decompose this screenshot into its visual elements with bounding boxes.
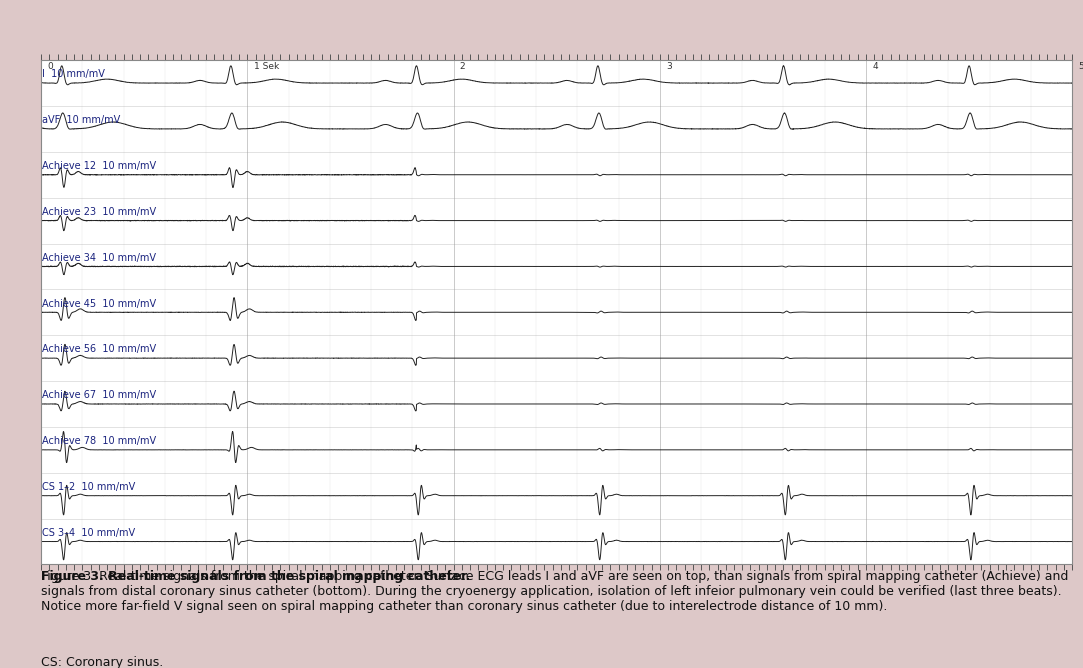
Text: Figure 3. Real-time signals from the spiral mapping catheter. Surface ECG leads : Figure 3. Real-time signals from the spi… [41, 570, 1069, 613]
Text: 0: 0 [48, 62, 53, 71]
Text: Achieve 67  10 mm/mV: Achieve 67 10 mm/mV [42, 390, 156, 400]
Text: 1 Sek: 1 Sek [253, 62, 278, 71]
Text: CS: Coronary sinus.: CS: Coronary sinus. [41, 656, 164, 668]
Text: aVF  10 mm/mV: aVF 10 mm/mV [42, 115, 120, 125]
Text: Figure 3. Real-time signals from the spiral mapping catheter.: Figure 3. Real-time signals from the spi… [41, 570, 470, 582]
Text: 3: 3 [666, 62, 671, 71]
Text: Achieve 12  10 mm/mV: Achieve 12 10 mm/mV [42, 161, 156, 171]
Text: 5: 5 [1079, 62, 1083, 71]
Text: 2: 2 [460, 62, 466, 71]
Text: Achieve 23  10 mm/mV: Achieve 23 10 mm/mV [42, 207, 156, 217]
Text: CS 3–4  10 mm/mV: CS 3–4 10 mm/mV [42, 528, 135, 538]
Text: Achieve 45  10 mm/mV: Achieve 45 10 mm/mV [42, 299, 156, 309]
Text: I  10 mm/mV: I 10 mm/mV [42, 69, 105, 79]
Text: CS 1–2  10 mm/mV: CS 1–2 10 mm/mV [42, 482, 135, 492]
Text: Achieve 56  10 mm/mV: Achieve 56 10 mm/mV [42, 345, 156, 355]
Text: Achieve 78  10 mm/mV: Achieve 78 10 mm/mV [42, 436, 156, 446]
Text: Achieve 34  10 mm/mV: Achieve 34 10 mm/mV [42, 253, 156, 263]
Text: 4: 4 [872, 62, 878, 71]
